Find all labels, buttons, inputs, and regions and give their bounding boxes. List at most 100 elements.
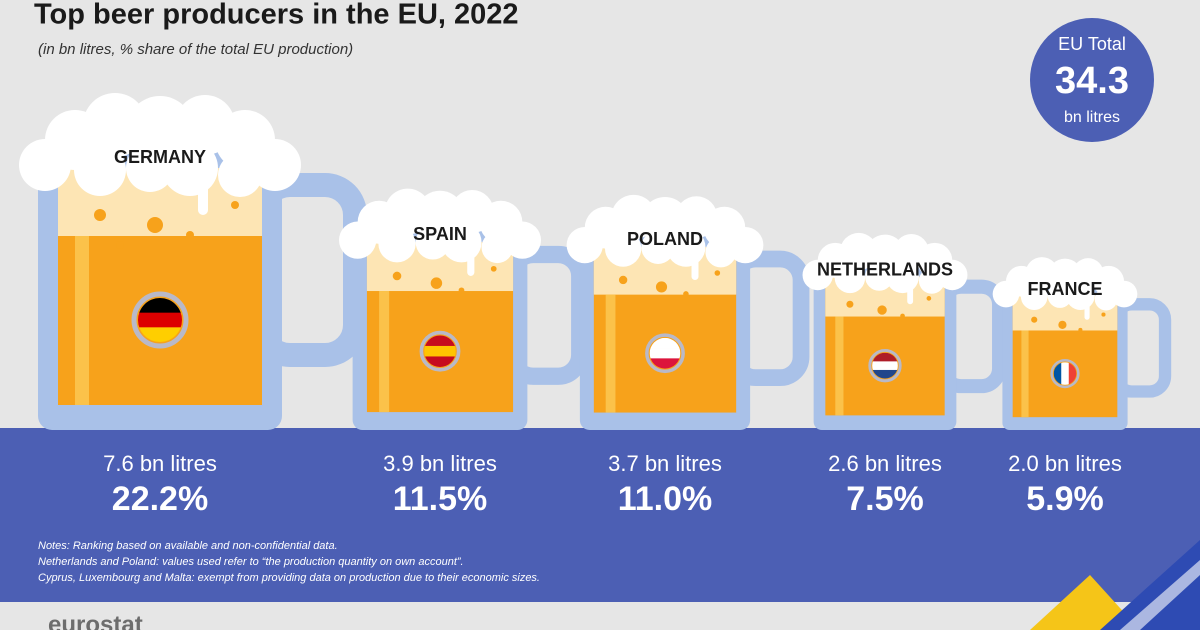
foam [865, 262, 894, 291]
share-label: 5.9% [1026, 480, 1104, 518]
foam [1110, 280, 1138, 308]
bubble [1058, 320, 1067, 329]
bubble [1078, 327, 1083, 333]
foam [1020, 283, 1048, 310]
foam [481, 231, 514, 264]
country-label: NETHERLANDS [817, 260, 953, 280]
bubble [392, 271, 402, 281]
bubble [1031, 316, 1038, 323]
foam [937, 259, 968, 291]
value-label: 3.9 bn litres [383, 451, 497, 476]
bubble [116, 241, 124, 249]
flag-stripe [649, 358, 681, 369]
flag-stripe [424, 356, 456, 367]
country-label: POLAND [627, 229, 703, 249]
flag-stripe [138, 298, 182, 314]
flag-stripe [424, 335, 456, 347]
bubble [430, 277, 443, 289]
foam [74, 144, 126, 196]
share-label: 11.5% [393, 480, 488, 518]
total-value: 34.3 [1055, 60, 1129, 102]
mug [19, 93, 367, 430]
bubble [147, 217, 163, 233]
bubble [634, 298, 640, 304]
flag-stripe [424, 345, 456, 357]
total-unit: bn litres [1064, 109, 1120, 126]
beer-shine [605, 294, 616, 413]
flag-stripe [872, 361, 898, 371]
foam [1094, 287, 1118, 311]
foam [641, 230, 675, 264]
value-label: 2.6 bn litres [828, 451, 942, 476]
foam [378, 225, 416, 263]
note: Cyprus, Luxembourg and Malta: exempt fro… [38, 572, 540, 584]
value-label: 3.7 bn litres [608, 451, 722, 476]
share-label: 7.5% [846, 480, 924, 518]
corner-decor [1100, 540, 1200, 630]
bubble [1042, 333, 1047, 338]
flag-stripe [872, 352, 898, 362]
foam-drip [198, 160, 208, 215]
country-label: GERMANY [114, 147, 206, 167]
bubble [655, 281, 668, 293]
bubble [846, 300, 854, 308]
foam-drip [467, 236, 475, 276]
share-label: 11.0% [618, 480, 713, 518]
bubble [1101, 312, 1106, 317]
note: Notes: Ranking based on available and no… [38, 540, 338, 552]
foam [834, 262, 866, 294]
bubble [683, 291, 689, 297]
bubble [94, 209, 106, 221]
total-label: EU Total [1058, 34, 1126, 54]
bubble [877, 305, 887, 315]
foam [727, 226, 764, 264]
corner-decor [1120, 560, 1200, 630]
flag-ring [419, 330, 461, 372]
flag-stripe [1068, 362, 1077, 385]
share-label: 22.2% [112, 480, 208, 518]
bubble [618, 275, 628, 285]
mug [338, 188, 589, 430]
bubble [859, 319, 864, 325]
bubble [714, 270, 721, 276]
foam-drip [907, 272, 914, 305]
total-badge [1030, 18, 1154, 142]
foam-drip [691, 241, 699, 280]
flag-stripe [138, 312, 182, 328]
note: Netherlands and Poland: values used refe… [38, 556, 464, 568]
foam [249, 139, 301, 191]
foam [126, 144, 174, 192]
bubble [926, 296, 932, 301]
flag-ring [131, 291, 189, 349]
value-label: 2.0 bn litres [1008, 451, 1122, 476]
footer-logo: eurostat [48, 611, 143, 630]
beer-shine [379, 291, 390, 413]
chart-title: Top beer producers in the EU, 2022 [34, 0, 519, 31]
value-band [0, 428, 1200, 602]
foam [705, 236, 737, 268]
foam [218, 153, 262, 197]
mug [992, 257, 1172, 430]
bubble [490, 265, 497, 272]
flag-ring [645, 333, 685, 374]
mug [566, 194, 810, 430]
beer-shine [1021, 330, 1029, 418]
flag-ring [868, 348, 902, 383]
mug [802, 232, 1007, 430]
foam-drip [1084, 291, 1090, 320]
bubble [186, 231, 194, 239]
foam [1047, 283, 1073, 308]
flag-stripe [872, 369, 898, 379]
foam [503, 221, 542, 259]
flag-ring [1050, 358, 1080, 389]
value-label: 7.6 bn litres [103, 451, 217, 476]
bubble [408, 294, 415, 301]
beer-shine [75, 236, 89, 405]
flag-stripe [1061, 362, 1070, 385]
flag-stripe [138, 327, 182, 342]
bubble [458, 287, 465, 294]
corner-decor [1030, 575, 1140, 630]
flag-stripe [1053, 362, 1062, 385]
flag-stripe [649, 348, 681, 359]
